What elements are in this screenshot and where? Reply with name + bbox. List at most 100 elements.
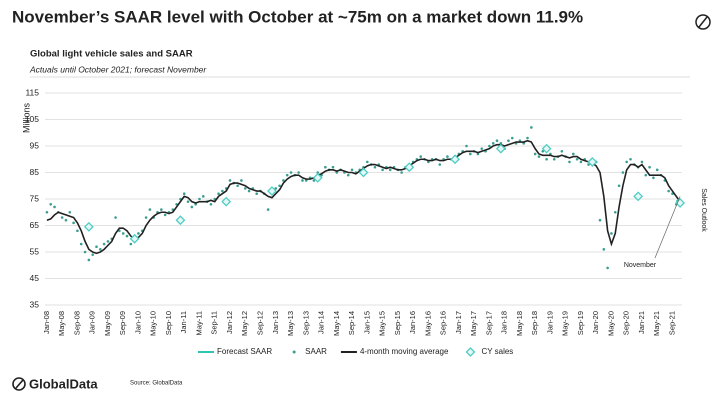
- x-tick-label: Sep-12: [255, 311, 264, 335]
- x-tick-label: Sep-11: [210, 311, 219, 335]
- annotation: November: [624, 262, 657, 269]
- saar-dot: [388, 168, 392, 172]
- x-tick-label: Sep-09: [118, 311, 127, 335]
- x-tick-label: Sep-18: [530, 311, 539, 335]
- saar-dot: [148, 208, 152, 211]
- saar-dot: [469, 152, 472, 156]
- x-tick-label: Sep-19: [576, 311, 585, 335]
- cy-diamond: [267, 186, 277, 196]
- saar-dot: [667, 189, 670, 193]
- saar-dot: [312, 179, 316, 182]
- saar-dot: [68, 210, 72, 214]
- cy-diamond: [358, 167, 369, 178]
- x-tick-label: Jan-21: [637, 311, 646, 334]
- saar-dot: [285, 173, 289, 177]
- legend-label: SAAR: [305, 347, 327, 356]
- saar-dot: [49, 203, 53, 206]
- saar-dot: [568, 160, 571, 164]
- saar-dot: [87, 258, 91, 262]
- saar-dot: [381, 168, 384, 172]
- saar-dot: [60, 216, 64, 219]
- saar-dot: [247, 189, 251, 193]
- x-tick-label: Sep-14: [347, 311, 356, 335]
- x-tick-label: Jan-19: [545, 311, 554, 334]
- cy-diamond: [541, 143, 552, 154]
- x-tick-label: Jan-17: [454, 311, 463, 334]
- x-tick-label: Jan-14: [317, 311, 326, 334]
- cy-diamond: [129, 233, 140, 244]
- saar-dot: [400, 171, 403, 174]
- y-tick-label: 55: [30, 246, 40, 256]
- legend-swatch: [292, 350, 296, 354]
- saar-dot: [465, 144, 468, 148]
- saar-dot: [598, 218, 602, 222]
- x-tick-label: Sep-16: [439, 311, 448, 335]
- saar-dot: [621, 171, 625, 174]
- saar-dot: [194, 203, 197, 206]
- x-tick-label: May-20: [606, 311, 615, 336]
- x-tick-label: Jan-11: [179, 311, 188, 333]
- saar-dot: [278, 184, 281, 188]
- x-tick-label: Sep-17: [484, 311, 493, 335]
- saar-dot: [316, 171, 320, 174]
- cy-diamond: [633, 191, 644, 202]
- saar-dot: [480, 147, 484, 150]
- y-tick-label: 95: [30, 140, 40, 150]
- cy-diamond: [83, 221, 94, 232]
- saar-dot: [335, 171, 339, 174]
- saar-dot: [579, 160, 583, 164]
- saar-dot: [644, 173, 648, 177]
- cy-diamond: [587, 156, 598, 167]
- brand: GlobalData: [29, 376, 98, 391]
- saar-dot: [125, 234, 129, 238]
- saar-dot: [228, 179, 232, 182]
- x-tick-label: Sep-20: [622, 311, 631, 335]
- saar-dot: [648, 165, 651, 169]
- saar-dot: [491, 142, 495, 145]
- saar-dot: [552, 157, 556, 161]
- saar-dot: [610, 232, 613, 235]
- brand-logo: [12, 377, 26, 391]
- saar-dot: [102, 242, 106, 246]
- saar-dot: [346, 173, 350, 177]
- chart-note: Actuals until October 2021; forecast Nov…: [29, 64, 207, 74]
- cy-diamond: [404, 162, 415, 173]
- saar-dot: [274, 187, 278, 190]
- saar-dot: [530, 126, 533, 129]
- saar-dot: [537, 155, 541, 158]
- y-tick-label: 45: [30, 273, 40, 283]
- x-tick-label: Sep-10: [164, 311, 173, 335]
- saar-dot: [79, 242, 83, 246]
- saar-dot: [526, 136, 529, 140]
- x-tick-label: May-13: [286, 311, 295, 336]
- x-tick-label: Jan-09: [88, 311, 97, 334]
- legend-swatch: [465, 347, 476, 357]
- y-tick-label: 35: [30, 299, 40, 309]
- legend-label: 4-month moving average: [360, 347, 449, 356]
- x-tick-label: May-16: [423, 311, 432, 336]
- y-axis-label: Millions: [21, 103, 31, 134]
- x-tick-label: Sep-15: [393, 311, 402, 335]
- saar-dot: [76, 229, 79, 233]
- annotation-line: [654, 196, 681, 259]
- saar-dot: [83, 250, 87, 254]
- saar-dot: [331, 165, 335, 169]
- chart-title: November’s SAAR level with October at ~7…: [12, 7, 583, 26]
- x-tick-label: Sep-08: [72, 311, 81, 335]
- saar-dot: [510, 136, 514, 140]
- saar-dot: [541, 150, 545, 153]
- saar-dot: [602, 248, 606, 251]
- x-tick-label: May-18: [515, 311, 524, 336]
- saar-dot: [373, 165, 377, 169]
- cy-diamond: [495, 143, 506, 154]
- x-tick-label: Jan-18: [500, 311, 509, 334]
- saar-dot: [53, 205, 56, 209]
- saar-dot: [297, 171, 300, 174]
- saar-dot: [190, 205, 194, 209]
- x-tick-label: May-10: [149, 311, 158, 336]
- x-tick-label: May-19: [561, 311, 570, 336]
- saar-dot: [625, 160, 628, 164]
- saar-dot: [438, 163, 442, 166]
- saar-dot: [95, 245, 98, 248]
